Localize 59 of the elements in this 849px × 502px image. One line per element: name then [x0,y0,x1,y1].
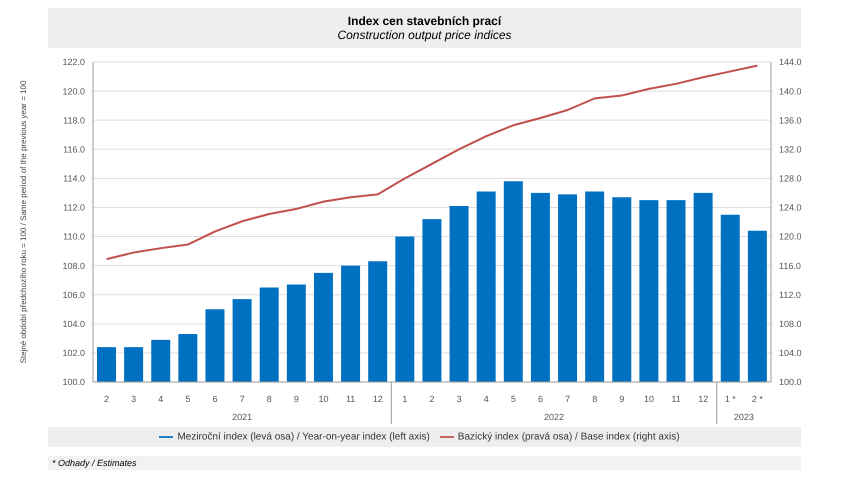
text: * Odhady / Estimates [48,456,801,470]
x-tick-label: 4 [484,394,489,404]
x-tick-label: 9 [619,394,624,404]
x-tick-label: 5 [185,394,190,404]
x-tick-label: 6 [538,394,543,404]
x-tick-label: 1 * [724,394,736,404]
y-tick-label: 100.0 [62,377,85,388]
y-tick-label: 110.0 [63,232,85,242]
y2-tick-label: 108.0 [779,319,802,330]
x-tick-label: 12 [698,394,708,404]
y2-tick-label: 124.0 [779,202,802,213]
y2-tick-label: 116.0 [779,260,801,271]
x-tick-label: 10 [318,394,329,404]
line-series [106,64,758,260]
x-tick-label: 8 [266,394,272,404]
x-tick-label: 11 [346,394,356,404]
chart-title: Index cen stavebních prací [346,14,502,28]
text: 2021 [232,412,252,422]
y2-tick-label: 136.0 [779,115,802,126]
y2-tick-label: 120.0 [779,232,802,242]
text: 2023 [734,412,754,422]
y-tick-label: 120.0 [62,86,85,96]
y-tick-label: 104.0 [62,319,85,330]
y-tick-label: 122.0 [62,57,85,68]
y2-tick-label: 128.0 [779,174,802,184]
x-tick-label: 3 [131,394,136,404]
chart-subtitle: Construction output price indices [336,28,513,42]
y-tick-label: 112.0 [63,202,85,213]
x-tick-label: 9 [294,394,299,404]
y-tick-label: 116.0 [63,144,85,154]
x-tick-label: 10 [644,394,654,404]
x-tick-label: 11 [671,394,681,404]
y-axis-title: Stejné období předchozího roku = 100 / Same period of the previous year = 100 [18,80,28,364]
x-tick-label: 3 [456,394,462,404]
legend-label: Bazický index (pravá osa) / Base index (right axis) [458,432,680,443]
y-tick-label: 118.0 [63,115,85,126]
x-tick-label: 6 [212,394,218,404]
y2-tick-label: 112.0 [779,290,801,300]
x-tick-label: 2 [429,394,435,404]
x-tick-label: 7 [240,394,245,404]
y2-tick-label: 104.0 [779,348,802,358]
y2-tick-label: 140.0 [779,86,802,96]
x-tick-label: 7 [565,394,570,404]
text: 2022 [544,412,564,422]
y2-tick-label: 100.0 [779,377,802,388]
y2-tick-label: 132.0 [779,144,802,154]
x-tick-label: 4 [158,394,164,404]
x-tick-label: 5 [510,394,516,404]
x-tick-label: 12 [372,394,383,404]
y2-tick-label: 144.0 [779,57,802,68]
x-tick-label: 1 [402,394,408,404]
x-tick-label: 8 [592,394,598,404]
legend-label: Meziroční index (levá osa) / Year-on-year index (left axis) [177,432,430,443]
y-tick-label: 106.0 [62,290,85,300]
x-tick-label: 2 [104,394,110,404]
x-tick-label: 2 * [752,394,764,404]
y-tick-label: 114.0 [63,174,85,184]
y-tick-label: 108.0 [62,260,85,271]
y-tick-label: 102.0 [62,348,85,358]
